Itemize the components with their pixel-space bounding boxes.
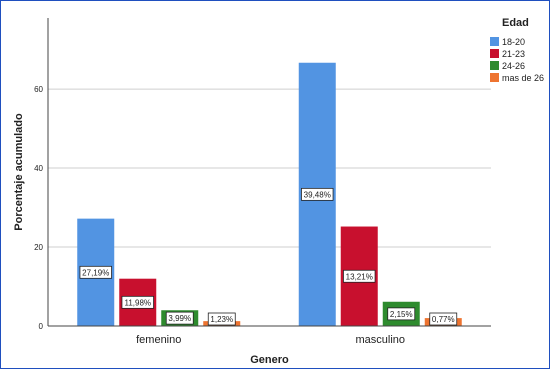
legend-label: mas de 26 (502, 73, 544, 83)
data-label-box (121, 295, 154, 309)
bar-group (77, 62, 462, 326)
data-label: 39,48% (304, 190, 331, 199)
legend-swatch (490, 61, 499, 70)
y-tick-label: 40 (34, 164, 43, 173)
data-label-box (165, 311, 194, 325)
data-label: 2,15% (390, 310, 413, 319)
y-tick-labels: 0 20 40 60 (34, 85, 43, 331)
data-label: 27,19% (82, 268, 109, 277)
legend-swatch (490, 37, 499, 46)
legend: Edad 18-20 21-23 24-26 mas de 26 (490, 17, 544, 83)
data-label-box (207, 312, 236, 326)
data-label: 13,21% (346, 272, 373, 281)
data-label-box (387, 307, 416, 321)
legend-label: 18-20 (502, 37, 525, 47)
legend-label: 21-23 (502, 49, 525, 59)
data-label-box (429, 312, 458, 326)
x-axis-title: Genero (250, 354, 289, 366)
data-label-box (79, 265, 112, 279)
gridlines (48, 88, 491, 248)
y-axis-title: Porcentaje acumulado (13, 113, 25, 231)
y-tick-label: 20 (34, 243, 43, 252)
x-category-label: femenino (136, 334, 181, 346)
data-label: 0,77% (432, 315, 455, 324)
data-label: 3,99% (168, 314, 191, 323)
data-label: 11,98% (124, 298, 151, 307)
legend-label: 24-26 (502, 61, 525, 71)
y-tick-label: 0 (39, 322, 44, 331)
legend-swatch (490, 49, 499, 58)
data-label-group: 27,19% 11,98% 3,99% 1,23% 39,48% 13,21% 2,15% 0… (79, 187, 458, 326)
data-label-box (301, 187, 334, 201)
y-tick-label: 60 (34, 85, 43, 94)
legend-title: Edad (502, 17, 529, 29)
x-category-label: masculino (355, 334, 405, 346)
legend-items: 18-20 21-23 24-26 mas de 26 (490, 37, 544, 83)
x-category-labels: femenino masculino (136, 334, 405, 346)
data-label-box (343, 269, 376, 283)
data-label: 1,23% (210, 315, 233, 324)
legend-swatch (490, 73, 499, 82)
